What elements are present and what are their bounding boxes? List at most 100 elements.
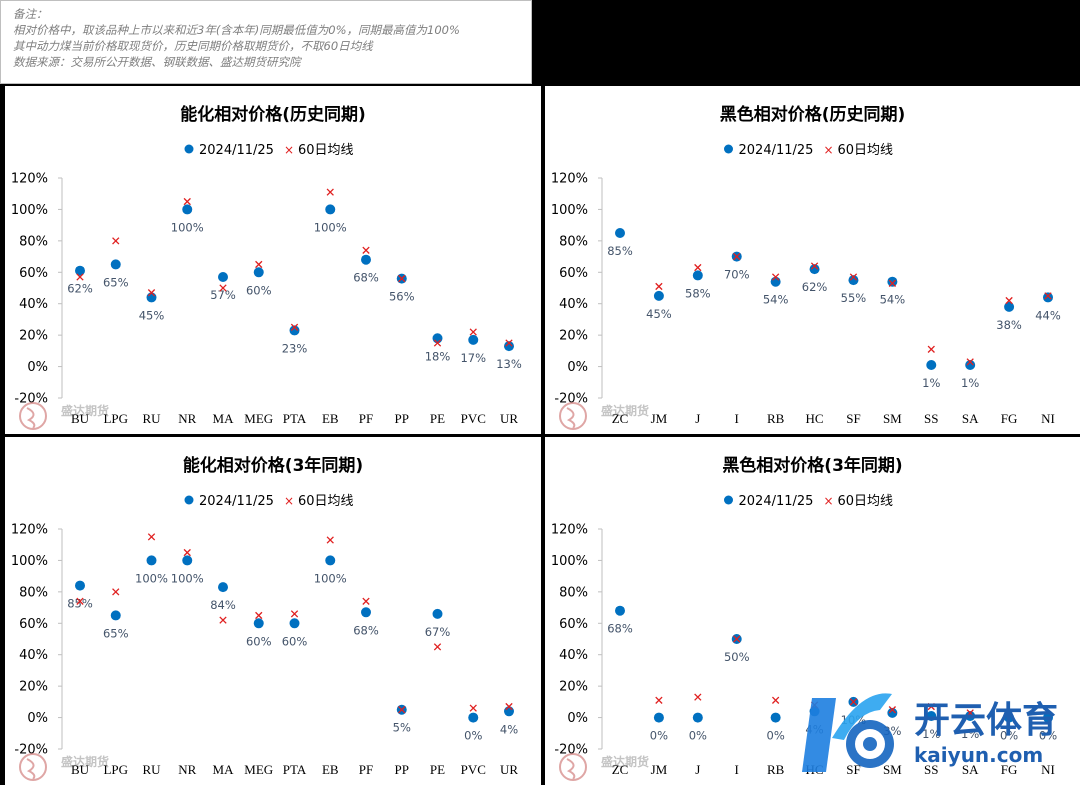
legend-circle-marker bbox=[184, 144, 194, 154]
data-label: 58% bbox=[685, 286, 711, 300]
y-tick-label: 40% bbox=[19, 297, 48, 312]
data-point-ma60 bbox=[290, 323, 299, 331]
data-point-current bbox=[926, 360, 937, 370]
data-label: 70% bbox=[724, 268, 750, 282]
data-point-current bbox=[848, 275, 859, 286]
chart-energy-3y: 能化相对价格(3年同期) 2024/11/25 × 60日均线 120% 100% 80% 6… bbox=[11, 455, 518, 781]
data-label: 62% bbox=[802, 280, 828, 294]
data-label: 54% bbox=[763, 293, 789, 307]
data-point-current bbox=[361, 254, 371, 265]
data-label: 0% bbox=[1000, 729, 1018, 743]
data-point-ma60 bbox=[888, 706, 897, 714]
x-tick-label: NR bbox=[178, 762, 196, 777]
data-label: 100% bbox=[135, 571, 168, 585]
data-label: 68% bbox=[607, 622, 633, 636]
x-marker-stroke bbox=[694, 263, 702, 272]
data-point-current bbox=[253, 618, 264, 629]
x-tick-label: RB bbox=[767, 762, 785, 777]
data-point-ma60 bbox=[76, 597, 84, 605]
chart-panel-black-history: 黑色相对价格(历史同期) 2024/11/25 × 60日均线 120% 100% 80% 6… bbox=[545, 86, 1080, 434]
x-marker-stroke bbox=[927, 345, 935, 353]
data-point-current bbox=[615, 228, 625, 238]
x-tick-label: J bbox=[695, 411, 700, 426]
x-marker-stroke bbox=[1044, 292, 1052, 300]
data-label: 0% bbox=[1039, 729, 1057, 743]
x-tick-label: BU bbox=[71, 411, 90, 426]
data-point-current bbox=[361, 607, 371, 618]
x-tick-label: UR bbox=[500, 762, 518, 777]
x-marker-stroke bbox=[326, 536, 334, 544]
watermark-logo-icon bbox=[26, 407, 36, 429]
watermark-logo-icon bbox=[566, 758, 576, 780]
x-tick-label: BU bbox=[71, 762, 90, 777]
x-marker-stroke bbox=[398, 274, 406, 283]
y-tick-label: 100% bbox=[551, 203, 588, 218]
data-point-current bbox=[468, 334, 479, 345]
data-point-current bbox=[770, 276, 781, 287]
chart-title: 黑色相对价格(3年同期) bbox=[722, 455, 902, 476]
data-label: 44% bbox=[1035, 308, 1061, 322]
chart-panel-energy-history: 能化相对价格(历史同期) 2024/11/25 × 60日均线 120% 100% 80% 6… bbox=[5, 86, 541, 434]
x-marker-stroke bbox=[147, 289, 156, 297]
y-tick-label: 80% bbox=[559, 585, 588, 600]
data-point-ma60 bbox=[326, 188, 334, 196]
x-marker-stroke bbox=[112, 237, 120, 245]
data-point-ma60 bbox=[112, 588, 120, 596]
data-point-ma60 bbox=[655, 282, 663, 291]
x-tick-label: PVC bbox=[461, 762, 486, 777]
chart-energy-history: 能化相对价格(历史同期) 2024/11/25 × 60日均线 120% 100% 80% 6… bbox=[11, 104, 522, 430]
x-tick-label: RB bbox=[767, 411, 785, 426]
chart-black-history: 黑色相对价格(历史同期) 2024/11/25 × 60日均线 120% 100% 80% 6… bbox=[551, 104, 1061, 430]
x-tick-label: HC bbox=[806, 411, 824, 426]
x-marker-stroke bbox=[849, 698, 858, 706]
brand-en: kaiyun.com bbox=[914, 743, 1043, 767]
x-marker-stroke bbox=[469, 328, 477, 336]
x-tick-label: PVC bbox=[461, 411, 486, 426]
data-point-ma60 bbox=[183, 197, 191, 206]
x-tick-label: PE bbox=[430, 411, 445, 426]
data-point-current bbox=[110, 610, 121, 621]
x-marker-stroke bbox=[469, 704, 477, 712]
data-point-current bbox=[770, 712, 781, 723]
watermark-text: 盛达期货 bbox=[61, 754, 109, 769]
x-tick-label: ZC bbox=[612, 411, 629, 426]
legend-label: 60日均线 bbox=[298, 143, 354, 158]
data-label: 50% bbox=[724, 650, 750, 664]
data-label: 23% bbox=[282, 341, 308, 355]
legend-label: 60日均线 bbox=[838, 143, 894, 158]
notes-box: 备注： 相对价格中，取该品种上市以来和近3年(含本年)同期最低值为0%，同期最高… bbox=[0, 0, 532, 84]
x-marker-stroke bbox=[655, 696, 663, 704]
data-point-ma60 bbox=[147, 289, 156, 297]
x-marker-stroke bbox=[112, 588, 120, 596]
data-point-ma60 bbox=[219, 616, 227, 624]
x-marker-stroke bbox=[771, 696, 780, 704]
data-point-ma60 bbox=[362, 246, 370, 254]
data-point-ma60 bbox=[655, 696, 663, 704]
data-point-ma60 bbox=[255, 611, 263, 620]
x-marker-stroke bbox=[76, 273, 84, 281]
data-point-current bbox=[289, 618, 300, 629]
watermark-group: 盛达期货 bbox=[19, 402, 109, 430]
data-point-ma60 bbox=[326, 536, 334, 544]
x-tick-label: J bbox=[695, 762, 700, 777]
x-tick-label: SS bbox=[924, 762, 938, 777]
data-label: 1% bbox=[922, 376, 940, 390]
data-point-current bbox=[887, 276, 898, 287]
data-label: 4% bbox=[500, 722, 518, 736]
chart-title: 能化相对价格(3年同期) bbox=[183, 455, 363, 476]
x-tick-label: SM bbox=[883, 411, 902, 426]
x-tick-label: ZC bbox=[612, 762, 629, 777]
x-tick-label: RU bbox=[142, 411, 161, 426]
x-tick-label: I bbox=[735, 411, 739, 426]
y-tick-label: 120% bbox=[551, 172, 588, 187]
data-label: 100% bbox=[314, 571, 347, 585]
data-point-ma60 bbox=[810, 262, 819, 270]
data-point-ma60 bbox=[505, 339, 513, 347]
legend-label: 60日均线 bbox=[838, 494, 894, 509]
y-tick-label: 80% bbox=[559, 234, 588, 249]
legend-x-marker: × bbox=[823, 143, 833, 157]
x-tick-label: EB bbox=[322, 411, 339, 426]
data-label: 56% bbox=[389, 290, 415, 304]
data-point-current bbox=[218, 582, 228, 593]
y-tick-label: 60% bbox=[559, 617, 588, 632]
